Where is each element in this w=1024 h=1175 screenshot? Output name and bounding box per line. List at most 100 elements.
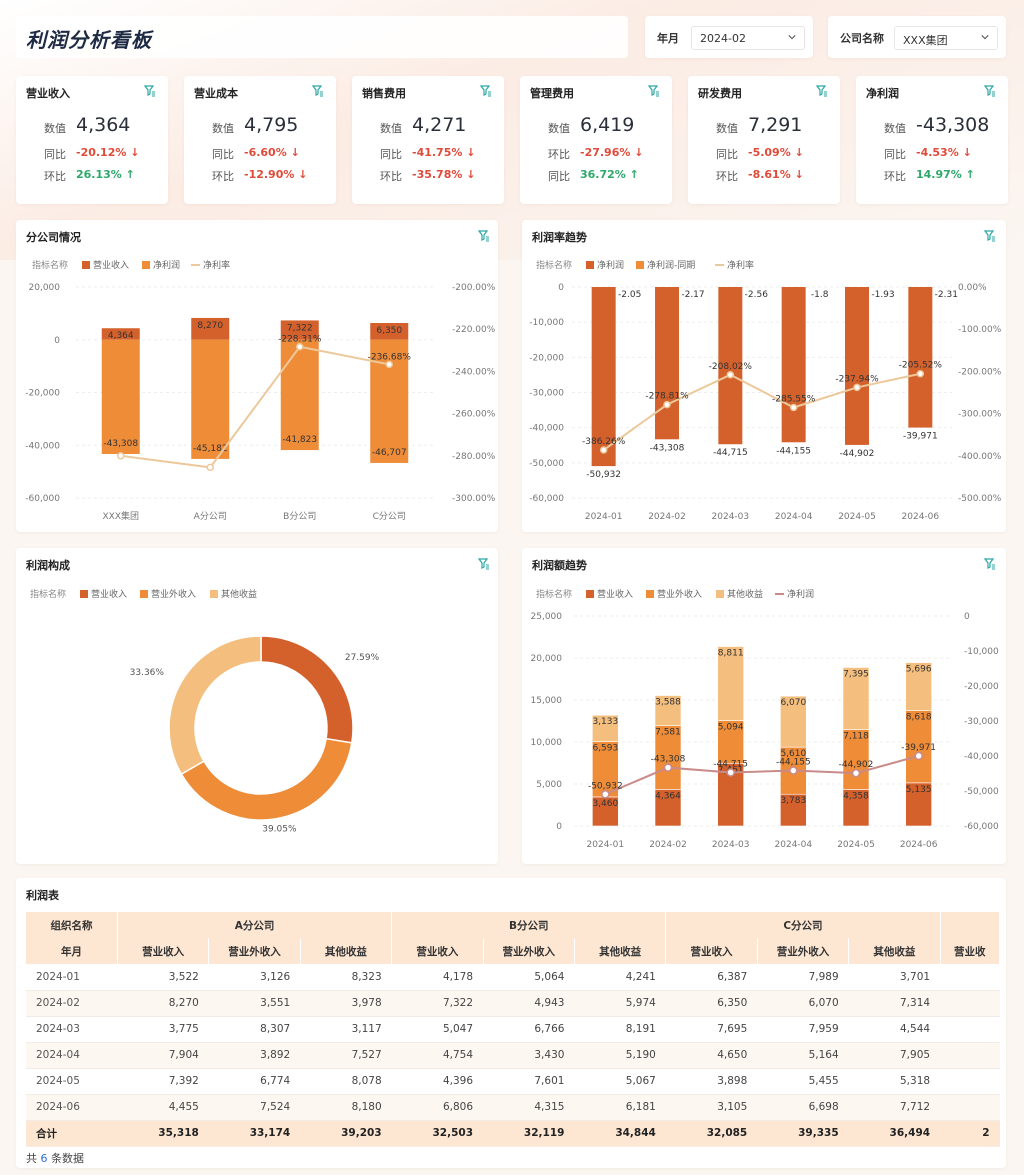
- stacked-bar-segment[interactable]: [654, 725, 682, 790]
- rate-point[interactable]: [663, 400, 671, 409]
- legend-swatch[interactable]: [142, 261, 150, 269]
- bar-revenue[interactable]: [370, 323, 409, 340]
- filter-icon[interactable]: [984, 85, 996, 97]
- table-row[interactable]: 2024-04 7,904 3,892 7,527 4,754 3,430 5,190 4,6…: [26, 1042, 1000, 1069]
- bar-net-profit[interactable]: [655, 287, 679, 440]
- rate-point[interactable]: [726, 371, 735, 379]
- filter-icon[interactable]: [480, 85, 492, 97]
- rate-point[interactable]: [206, 463, 214, 472]
- bar-net-profit[interactable]: [101, 339, 140, 454]
- stacked-bar-segment[interactable]: [654, 695, 682, 726]
- bar-revenue[interactable]: [280, 320, 319, 340]
- bar-net-profit[interactable]: [845, 287, 869, 445]
- header-column[interactable]: 营业外收入: [757, 938, 850, 964]
- filter-icon[interactable]: [144, 85, 156, 97]
- pie-slice[interactable]: [180, 737, 353, 821]
- bar-net-profit[interactable]: [191, 339, 230, 459]
- stacked-bar-segment[interactable]: [780, 793, 807, 827]
- net-profit-point[interactable]: [851, 768, 861, 778]
- bar-net-profit[interactable]: [908, 287, 933, 428]
- header-column[interactable]: 营业收入: [117, 938, 210, 964]
- stacked-bar-segment[interactable]: [717, 646, 744, 721]
- rate-point[interactable]: [385, 360, 393, 369]
- rate-point[interactable]: [853, 383, 861, 392]
- header-column[interactable]: 营业收入: [665, 938, 758, 964]
- rate-point[interactable]: [789, 403, 798, 412]
- header-column[interactable]: 营业收入: [391, 938, 484, 964]
- table-cell: 5,047: [391, 1016, 484, 1043]
- rate-point[interactable]: [296, 342, 304, 351]
- header-column[interactable]: 营业外收入: [208, 938, 301, 964]
- stacked-bar-segment[interactable]: [654, 789, 682, 827]
- legend-swatch[interactable]: [210, 590, 218, 598]
- legend-swatch[interactable]: [80, 590, 88, 598]
- stacked-bar-segment[interactable]: [592, 741, 619, 798]
- legend-swatch[interactable]: [636, 261, 644, 269]
- header-column[interactable]: 其他收益: [300, 938, 393, 964]
- legend-swatch[interactable]: [140, 590, 148, 598]
- stacked-bar-segment[interactable]: [717, 720, 744, 764]
- axis-tick-label: -240.00%: [452, 367, 496, 377]
- legend-swatch[interactable]: [586, 590, 594, 598]
- filter-icon[interactable]: [984, 558, 996, 570]
- filter-icon[interactable]: [478, 230, 490, 242]
- bar-net-profit[interactable]: [591, 287, 616, 467]
- header-column[interactable]: 其他收益: [574, 938, 667, 964]
- legend-swatch[interactable]: [586, 261, 594, 269]
- header-column[interactable]: 其他收益: [848, 938, 941, 964]
- company-select[interactable]: XXX集团: [894, 26, 998, 50]
- net-profit-point[interactable]: [663, 763, 673, 772]
- net-profit-point[interactable]: [601, 790, 610, 799]
- header-column[interactable]: 营业外收入: [483, 938, 575, 964]
- bar-revenue[interactable]: [101, 328, 140, 340]
- bar-net-profit[interactable]: [781, 287, 806, 443]
- bar-revenue[interactable]: [191, 317, 230, 340]
- table-cell: 6,387: [665, 964, 758, 991]
- table-row[interactable]: 2024-05 7,392 6,774 8,078 4,396 7,601 5,067 3,8…: [26, 1068, 1000, 1095]
- stacked-bar-segment[interactable]: [905, 662, 932, 711]
- stacked-bar-segment[interactable]: [905, 782, 932, 827]
- stacked-bar-segment[interactable]: [592, 714, 619, 742]
- filter-icon[interactable]: [648, 85, 660, 97]
- kpi-title: 销售费用: [362, 87, 406, 100]
- kpi-value-row: 数值 -43,308: [884, 114, 989, 136]
- table-cell: 3,551: [208, 990, 301, 1017]
- stacked-bar-segment[interactable]: [780, 695, 807, 748]
- rate-point[interactable]: [916, 369, 925, 378]
- filter-icon[interactable]: [478, 558, 490, 570]
- stacked-bar-segment[interactable]: [842, 729, 870, 790]
- table-row[interactable]: 2024-03 3,775 8,307 3,117 5,047 6,766 8,191 7,6…: [26, 1016, 1000, 1043]
- filter-icon[interactable]: [816, 85, 828, 97]
- filter-icon[interactable]: [312, 85, 324, 97]
- table-row[interactable]: 2024-01 3,522 3,126 8,323 4,178 5,064 4,241 6,3…: [26, 964, 1000, 991]
- table-row[interactable]: 2024-02 8,270 3,551 3,978 7,322 4,943 5,974 6,3…: [26, 990, 1000, 1017]
- bar-net-profit[interactable]: [280, 339, 319, 451]
- legend-swatch[interactable]: [82, 261, 90, 269]
- header-month[interactable]: 年月: [26, 938, 118, 964]
- bar-value-label: -46,707: [372, 448, 407, 458]
- bar-net-profit[interactable]: [370, 339, 409, 463]
- stacked-bar-segment[interactable]: [592, 796, 619, 827]
- kpi-compare-value: -4.53% ↓: [916, 146, 972, 159]
- x-tick-label: 2024-04: [775, 512, 813, 522]
- kpi-value-row: 数值 4,795: [212, 114, 298, 136]
- legend-swatch[interactable]: [716, 590, 724, 598]
- rate-point[interactable]: [599, 446, 608, 454]
- net-profit-point[interactable]: [914, 751, 923, 761]
- stacked-bar-segment[interactable]: [842, 789, 870, 827]
- net-profit-point[interactable]: [726, 768, 735, 777]
- pie-slice[interactable]: [168, 635, 262, 776]
- legend-swatch[interactable]: [646, 590, 654, 598]
- stacked-bar-segment[interactable]: [842, 667, 870, 730]
- year-select[interactable]: 2024-02: [691, 26, 805, 50]
- x-tick-label: 2024-01: [585, 512, 623, 522]
- profit-table-wrap[interactable]: 组织名称 A分公司 B分公司 C分公司 年月 营业收入 营业外收入 其他收益 营业收入 营业外收入…: [26, 912, 1000, 1147]
- rate-point[interactable]: [117, 452, 125, 460]
- net-profit-point[interactable]: [789, 766, 798, 775]
- table-row[interactable]: 2024-06 4,455 7,524 8,180 6,806 4,315 6,181 3,1…: [26, 1094, 1000, 1121]
- bar-net-profit[interactable]: [718, 287, 743, 445]
- header-column[interactable]: 营业收: [940, 938, 1000, 964]
- pie-slice[interactable]: [260, 635, 354, 744]
- table-cell: 4,396: [391, 1068, 484, 1095]
- filter-icon[interactable]: [984, 230, 996, 242]
